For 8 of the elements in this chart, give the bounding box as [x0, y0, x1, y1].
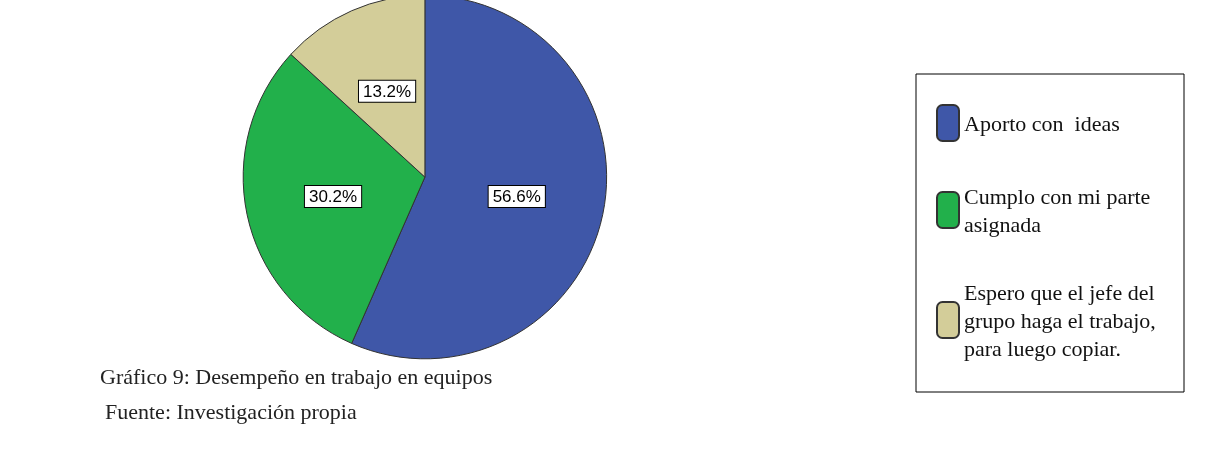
source-note: Fuente: Investigación propia [105, 398, 357, 424]
data-label: 13.2% [362, 81, 412, 101]
data-label: 56.6% [492, 186, 541, 206]
legend-label: Cumplo con mi parte asignada [964, 183, 1156, 237]
text: Gráfico 9: Desempeño en trabajo en equipos [100, 363, 493, 389]
data-label: 30.2% [308, 186, 358, 206]
legend-label: Aporto con ideas [964, 110, 1120, 136]
legend-label: Espero que el jefe del grupo haga el trabajo, para luego copiar. [964, 279, 1162, 361]
